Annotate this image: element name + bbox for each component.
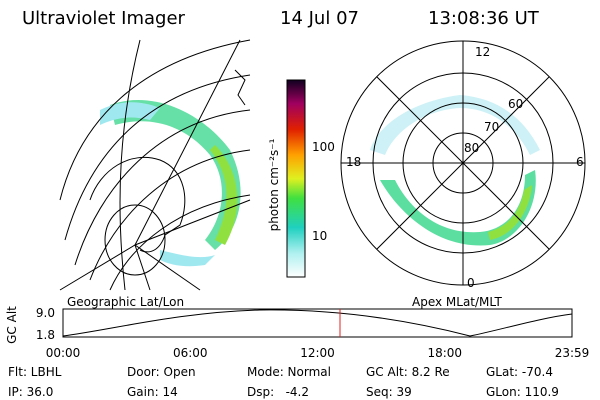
altitude-xtick: 06:00 — [173, 346, 208, 360]
title: Ultraviolet Imager — [22, 8, 186, 29]
altitude-ytick: 9.0 — [36, 306, 55, 320]
mlt-label: 6 — [576, 155, 584, 169]
altitude-xtick: 12:00 — [300, 346, 335, 360]
status-field: GLat: -70.4 — [486, 365, 553, 379]
altitude-frame — [62, 308, 573, 338]
altitude-ytick: 1.8 — [36, 328, 55, 342]
status-field: Flt: LBHL — [8, 365, 62, 379]
right-panel-label: Apex MLat/MLT — [412, 295, 502, 309]
altitude-xtick: 18:00 — [427, 346, 462, 360]
time: 13:08:36 UT — [428, 8, 540, 29]
altitude-ylabel: GC Alt — [5, 306, 19, 344]
lat-label: 70 — [484, 120, 499, 134]
status-field: Dsp: -4.2 — [247, 385, 309, 399]
status-field: GLon: 110.9 — [486, 385, 559, 399]
left-panel-label: Geographic Lat/Lon — [67, 295, 184, 309]
mlt-label: 18 — [346, 155, 361, 169]
status-field: Door: Open — [127, 365, 196, 379]
geographic-map — [59, 39, 251, 291]
altitude-xtick: 00:00 — [46, 346, 81, 360]
polar-grid — [340, 40, 586, 286]
altitude-xtick: 23:59 — [555, 346, 590, 360]
colorbar — [286, 79, 306, 278]
status-field: Gain: 14 — [127, 385, 178, 399]
mlt-label: 12 — [475, 45, 490, 59]
mlt-label: 0 — [467, 276, 475, 290]
colorbar-tick-label: 100 — [312, 140, 335, 154]
date: 14 Jul 07 — [280, 8, 359, 29]
lat-label: 80 — [464, 141, 479, 155]
status-field: Mode: Normal — [247, 365, 331, 379]
status-field: GC Alt: 8.2 Re — [366, 365, 450, 379]
colorbar-tick-label: 10 — [312, 229, 327, 243]
altitude-curve — [62, 309, 573, 337]
status-field: IP: 36.0 — [8, 385, 53, 399]
colorbar-unit: photon cm⁻²s⁻¹ — [267, 138, 281, 231]
status-field: Seq: 39 — [366, 385, 412, 399]
aurora-polar — [370, 95, 540, 246]
lat-label: 60 — [508, 97, 523, 111]
